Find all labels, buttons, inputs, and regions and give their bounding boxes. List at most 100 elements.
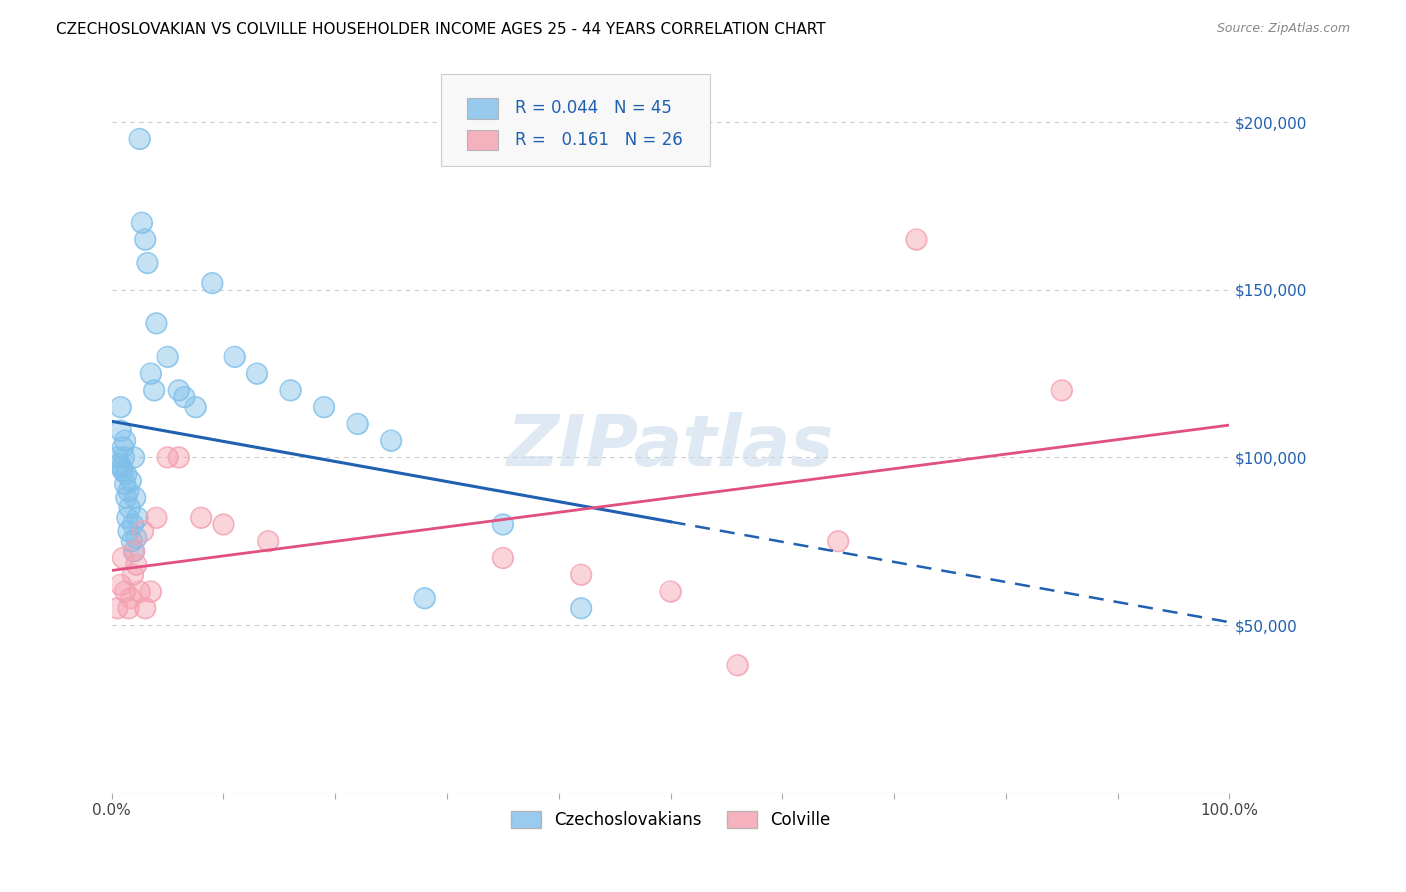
Point (128, 584, 150, 599)
Point (105, 450, 128, 465)
Point (1050, 384, 1073, 398)
Point (569, 601, 592, 615)
Point (212, 517, 235, 532)
Point (139, 584, 162, 599)
Point (134, 233, 156, 247)
Point (120, 474, 142, 488)
Point (492, 551, 515, 566)
Point (132, 524, 155, 538)
Point (127, 510, 149, 524)
Point (727, 658, 749, 673)
Point (125, 531, 148, 545)
Point (105, 450, 128, 465)
Point (257, 534, 280, 549)
Point (827, 534, 849, 549)
Point (145, 316, 167, 330)
Point (121, 534, 143, 549)
Point (167, 450, 190, 465)
Point (139, 367, 162, 381)
Point (659, 584, 682, 599)
Point (117, 524, 139, 538)
Point (115, 491, 138, 505)
Point (569, 567, 592, 582)
Point (125, 558, 148, 572)
Point (134, 233, 156, 247)
Point (114, 434, 136, 448)
Point (132, 524, 155, 538)
Point (128, 584, 150, 599)
Point (380, 434, 402, 448)
Point (905, 233, 928, 247)
Point (117, 483, 139, 498)
Point (145, 510, 167, 524)
Text: R = 0.044   N = 45: R = 0.044 N = 45 (515, 99, 672, 117)
Point (122, 544, 145, 558)
Point (111, 551, 134, 566)
Point (108, 457, 131, 471)
Point (127, 510, 149, 524)
Point (122, 450, 145, 465)
Point (111, 464, 134, 478)
Point (105, 601, 128, 615)
Point (131, 216, 153, 230)
Point (280, 384, 302, 398)
Point (111, 441, 134, 455)
Point (124, 491, 146, 505)
Point (120, 474, 142, 488)
Point (134, 601, 156, 615)
Point (827, 534, 849, 549)
Point (156, 450, 179, 465)
Point (114, 477, 136, 491)
Point (122, 544, 145, 558)
Point (139, 367, 162, 381)
Point (125, 531, 148, 545)
Point (224, 350, 246, 364)
Point (112, 450, 135, 465)
Point (124, 491, 146, 505)
Text: R =   0.161   N = 26: R = 0.161 N = 26 (515, 131, 683, 149)
Point (134, 601, 156, 615)
Point (120, 591, 142, 606)
Point (727, 658, 749, 673)
Point (184, 400, 207, 414)
Point (111, 551, 134, 566)
Point (167, 384, 190, 398)
Point (312, 400, 335, 414)
Point (111, 464, 134, 478)
Point (117, 524, 139, 538)
Point (111, 460, 134, 475)
Point (117, 483, 139, 498)
Point (115, 467, 138, 482)
Point (122, 517, 145, 532)
Point (173, 390, 195, 404)
Point (131, 216, 153, 230)
Point (111, 460, 134, 475)
Point (121, 534, 143, 549)
Point (143, 384, 166, 398)
Point (128, 132, 150, 146)
Point (569, 567, 592, 582)
Point (492, 517, 515, 532)
Point (114, 477, 136, 491)
Point (105, 601, 128, 615)
Point (246, 367, 269, 381)
Point (257, 534, 280, 549)
Point (139, 584, 162, 599)
Point (659, 584, 682, 599)
Point (143, 384, 166, 398)
FancyBboxPatch shape (441, 73, 710, 166)
Point (184, 400, 207, 414)
Point (122, 544, 145, 558)
Point (110, 424, 132, 438)
FancyBboxPatch shape (467, 129, 499, 150)
Point (114, 434, 136, 448)
Point (492, 551, 515, 566)
Point (346, 417, 368, 431)
Point (201, 276, 224, 290)
Point (120, 591, 142, 606)
Point (413, 591, 436, 606)
Point (110, 578, 132, 592)
Point (110, 400, 132, 414)
Point (280, 384, 302, 398)
Point (492, 517, 515, 532)
